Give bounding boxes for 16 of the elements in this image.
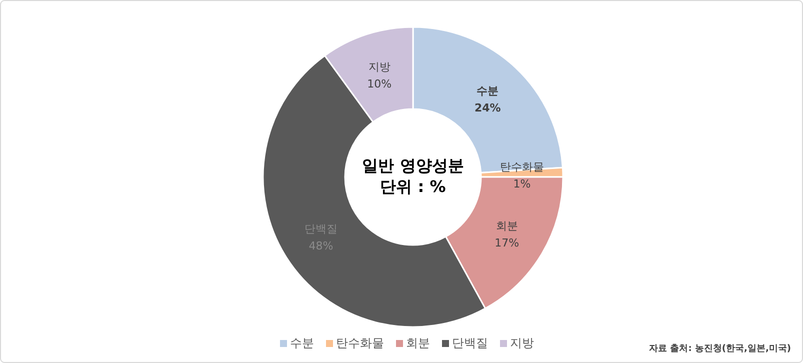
data-label: 17% bbox=[494, 236, 520, 250]
data-label: 24% bbox=[474, 102, 501, 115]
data-label: 10% bbox=[367, 77, 392, 90]
legend-label: 지방 bbox=[510, 336, 534, 350]
slice-label: 수분 bbox=[476, 84, 499, 98]
legend-label: 수분 bbox=[290, 336, 314, 350]
data-label: 1% bbox=[513, 178, 531, 191]
legend-label: 단백질 bbox=[452, 336, 488, 350]
slice-label: 회분 bbox=[496, 219, 518, 232]
legend-label: 회분 bbox=[406, 336, 430, 350]
text: 일반 영양성분 bbox=[362, 156, 464, 175]
legend-label: 탄수화물 bbox=[336, 336, 384, 350]
text: 자료 출처: 농진청(한국,일본,미국) bbox=[649, 343, 791, 354]
slice-label: 탄수화물 bbox=[500, 160, 544, 174]
slice-label: 지방 bbox=[368, 60, 390, 74]
text: 단위 : % bbox=[380, 177, 446, 196]
